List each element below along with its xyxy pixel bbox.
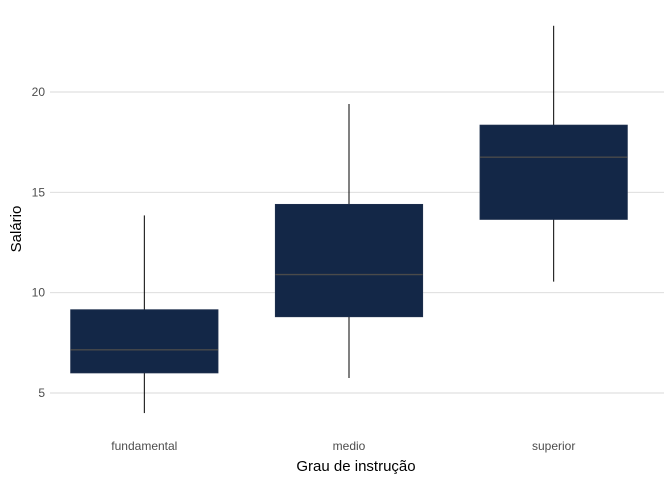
box-rect: [70, 309, 219, 374]
y-tick-label-10: 10: [32, 286, 46, 300]
box-superior: [479, 25, 628, 282]
y-tick-labels: 5 10 15 20: [32, 85, 46, 400]
grid-lines: [50, 91, 664, 394]
boxes: [70, 25, 628, 414]
y-axis-title: Salário: [8, 206, 25, 253]
x-tick-label-fundamental: fundamental: [111, 439, 177, 453]
x-tick-labels: fundamental medio superior: [111, 439, 575, 453]
x-tick-label-medio: medio: [333, 439, 366, 453]
y-tick-label-20: 20: [32, 85, 46, 99]
box-medio: [274, 104, 424, 378]
y-tick-label-15: 15: [32, 185, 46, 199]
x-axis-title: Grau de instrução: [296, 458, 415, 475]
box-rect: [479, 124, 628, 220]
box-rect: [274, 203, 424, 318]
box-fundamental: [70, 215, 219, 414]
x-tick-label-superior: superior: [532, 439, 575, 453]
y-tick-label-5: 5: [38, 386, 45, 400]
